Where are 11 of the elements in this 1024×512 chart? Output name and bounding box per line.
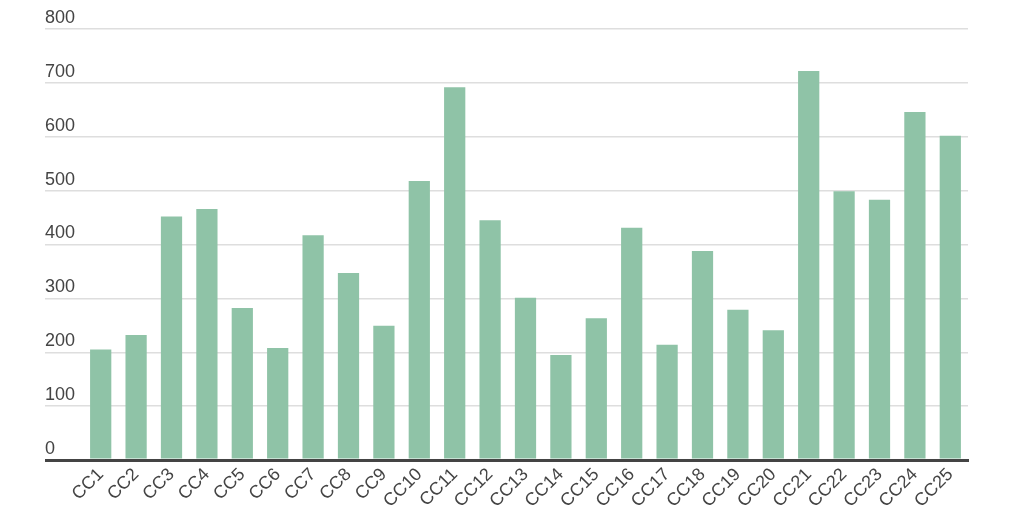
x-tick-label: CC1: [67, 463, 108, 504]
x-tick-label: CC8: [315, 463, 355, 504]
y-tick-label: 800: [45, 6, 76, 27]
y-tick-label: 0: [45, 437, 56, 458]
y-tick-label: 200: [45, 330, 76, 351]
y-tick-label: 500: [45, 168, 76, 189]
y-tick-label: 100: [45, 384, 76, 405]
y-tick-label: 300: [45, 276, 76, 297]
y-tick-label: 600: [45, 114, 76, 135]
y-tick-label: 400: [45, 222, 76, 243]
y-tick-label: 700: [45, 60, 76, 81]
